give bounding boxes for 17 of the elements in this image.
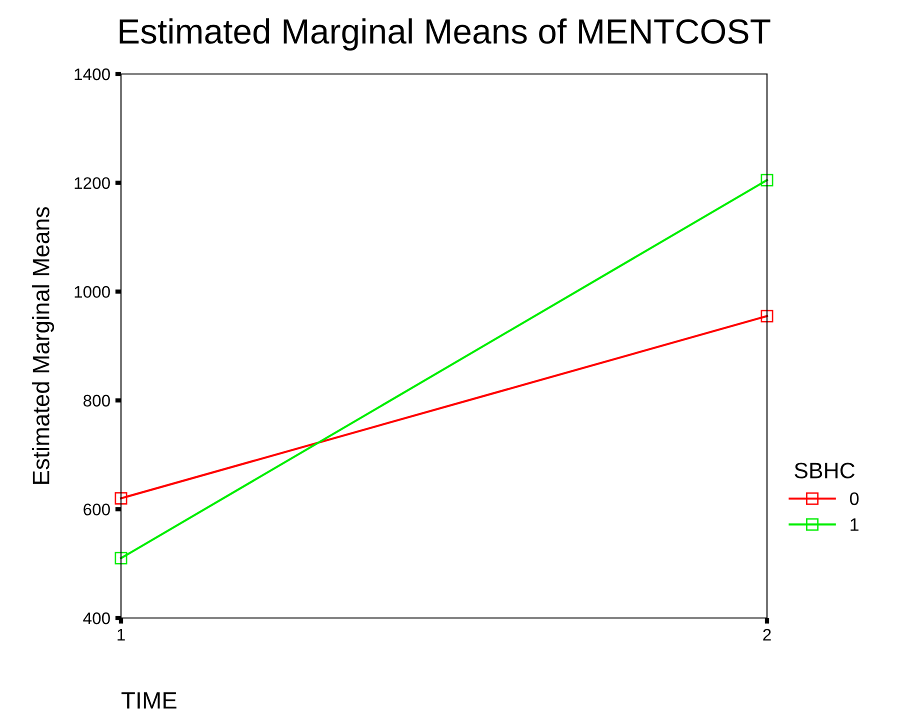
legend-label: 1 xyxy=(850,518,858,531)
y-tick-label: 800 xyxy=(84,394,110,407)
point xyxy=(114,492,128,505)
point xyxy=(760,174,774,186)
x-tick-label: 2 xyxy=(763,628,771,640)
y-tick-label: 400 xyxy=(83,612,110,624)
y-tick-label: 1400 xyxy=(74,68,110,80)
point xyxy=(760,310,774,322)
point xyxy=(114,552,128,564)
legend-label: 0 xyxy=(850,492,859,506)
y-tick-label: 600 xyxy=(84,504,110,516)
y-tick-label: 1000 xyxy=(74,286,110,298)
y-axis-title: Estimated Marginal Means xyxy=(32,207,54,484)
y-tick-label: 1200 xyxy=(74,177,110,190)
x-axis-title: TIME xyxy=(122,692,176,709)
legend-title: SBHC xyxy=(794,462,855,478)
chart-title: Estimated Marginal Means of MENTCOST xyxy=(120,18,770,51)
